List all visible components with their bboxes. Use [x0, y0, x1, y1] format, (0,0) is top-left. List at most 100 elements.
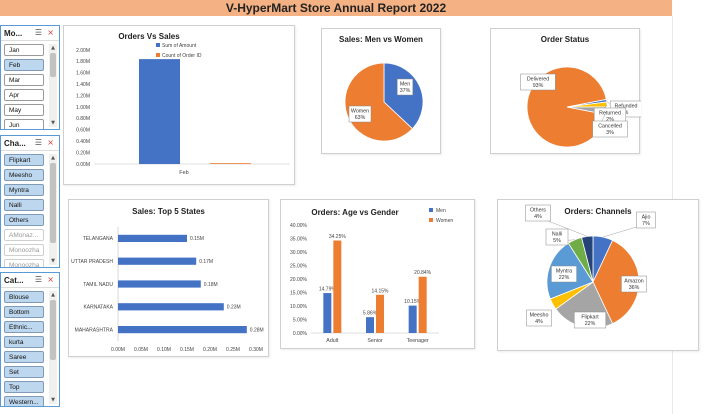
slicer-item-apr[interactable]: Apr — [4, 89, 44, 101]
bar-women-adult[interactable] — [333, 240, 342, 333]
slicer-item-meesho[interactable]: Meesho — [4, 169, 44, 181]
slicer-item-list: Blouse Bottom Ethnic... kurta Saree Set Top Wes… — [4, 291, 44, 406]
pie-label-delivered: 93% — [533, 83, 544, 89]
multi-select-icon[interactable]: ☰ — [34, 275, 42, 284]
bar-count-of-order-id[interactable] — [210, 163, 251, 164]
legend-label: Men — [436, 208, 446, 214]
clear-filter-icon[interactable]: ⨯ — [47, 28, 54, 37]
y-tick-label: 0.40M — [76, 139, 90, 145]
scroll-thumb[interactable] — [50, 163, 56, 243]
slicer-item-kurta[interactable]: kurta — [4, 336, 44, 348]
age-vs-gender-chart[interactable]: Orders: Age vs Gender 0.00% 5.00% 10.00% 15… — [280, 199, 475, 349]
pie-label-cancelled: 3% — [606, 130, 614, 136]
y-tick-label: 0.00% — [293, 331, 308, 337]
month-slicer[interactable]: Mo... ☰ ⨯ Jan Feb Mar Apr May Jun ▲ ▼ — [0, 25, 60, 130]
slicer-item-feb[interactable]: Feb — [4, 59, 44, 71]
channels-plot: Ajio7%Amazon36%Flipkart22%Meesho4%Myntra… — [525, 204, 656, 329]
pie-label-myntra: Myntra — [556, 268, 572, 274]
slicer-item-jan[interactable]: Jan — [4, 44, 44, 56]
scroll-down-icon[interactable]: ▼ — [51, 258, 55, 264]
slicer-item-may[interactable]: May — [4, 104, 44, 116]
pie-label-nalli-box — [545, 228, 569, 246]
x-tick-label: 0.25M — [226, 347, 240, 353]
legend-label: Count of Order ID — [162, 53, 202, 59]
slicer-item-flipkart[interactable]: Flipkart — [4, 154, 44, 166]
bar-state-telangana[interactable] — [118, 234, 187, 242]
channel-slicer[interactable]: Cha... ☰ ⨯ Flipkart Meesho Myntra Nalli Others A… — [0, 135, 60, 268]
clear-filter-icon[interactable]: ⨯ — [47, 275, 54, 284]
slicer-item-monoozha[interactable]: Monoozha — [4, 244, 44, 256]
multi-select-icon[interactable]: ☰ — [34, 138, 42, 147]
slicer-header: Cha... ☰ ⨯ — [1, 136, 59, 151]
chart-title: Sales: Top 5 States — [132, 207, 205, 216]
y-tick-label: 1.20M — [76, 93, 90, 99]
slicer-item-top[interactable]: Top — [4, 381, 44, 393]
slicer-item-monoozha[interactable]: Monoozha — [4, 259, 44, 267]
bar-state-uttar-pradesh[interactable] — [118, 257, 197, 265]
bar-men-adult[interactable] — [323, 293, 332, 333]
category-slicer[interactable]: Cat... ☰ ⨯ Blouse Bottom Ethnic... kurta Saree S… — [0, 272, 60, 407]
x-tick-label: 0.10M — [157, 347, 171, 353]
x-tick-label: 0.20M — [203, 347, 217, 353]
pie-slice-others[interactable] — [581, 235, 594, 283]
slicer-item-others[interactable]: Others — [4, 214, 44, 226]
bar-sum-of-amount[interactable] — [139, 59, 180, 165]
top5-states-chart[interactable]: Sales: Top 5 States TELANGANA 0.15M UTTAR … — [68, 199, 269, 357]
slicer-scrollbar[interactable]: ▲ ▼ — [49, 154, 57, 265]
slicer-item-jun[interactable]: Jun — [4, 119, 44, 129]
x-category-label: Adult — [326, 338, 339, 344]
scroll-up-icon[interactable]: ▲ — [51, 45, 55, 51]
pie-label-women: Women — [351, 108, 369, 114]
scroll-down-icon[interactable]: ▼ — [51, 397, 55, 403]
pie-slice-men[interactable] — [383, 62, 424, 130]
sales-men-women-chart[interactable]: Sales: Men vs Women Men 37% Women 63% — [321, 28, 441, 154]
pie-label-amazon: 36% — [629, 285, 640, 291]
legend-swatch — [429, 208, 433, 212]
pie-label-meesho: 4% — [535, 319, 543, 325]
scroll-thumb[interactable] — [50, 53, 56, 77]
top5-states-plot: TELANGANA 0.15M UTTAR PRADESH 0.17M TAMIL NA… — [71, 227, 264, 353]
channels-chart[interactable]: Orders: Channels Ajio 7% Amazon 36% Flipkart… — [497, 199, 699, 351]
scroll-thumb[interactable] — [50, 300, 56, 360]
slicer-item-saree[interactable]: Saree — [4, 351, 44, 363]
multi-select-icon[interactable]: ☰ — [34, 28, 42, 37]
y-tick-label: 1.40M — [76, 82, 90, 88]
bar-women-senior[interactable] — [376, 294, 384, 333]
bar-state-karnataka[interactable] — [118, 303, 224, 311]
slicer-scrollbar[interactable]: ▲ ▼ — [49, 44, 57, 127]
slicer-item-myntra[interactable]: Myntra — [4, 184, 44, 196]
pie-label-delivered-box — [520, 73, 556, 91]
pie-label-others: 4% — [534, 214, 542, 220]
slicer-item-western[interactable]: Western... — [4, 396, 44, 406]
bar-men-teenager[interactable] — [408, 305, 417, 333]
slicer-item-nalli[interactable]: Nalli — [4, 199, 44, 211]
slicer-item-mar[interactable]: Mar — [4, 74, 44, 86]
scroll-down-icon[interactable]: ▼ — [51, 120, 55, 126]
x-category-label: Senior — [367, 338, 383, 344]
bar-value-label: 34.25% — [329, 234, 347, 240]
y-tick-label: 0.60M — [76, 128, 90, 134]
clear-filter-icon[interactable]: ⨯ — [47, 138, 54, 147]
scroll-up-icon[interactable]: ▲ — [51, 155, 55, 161]
pie-label-nalli: 5% — [553, 238, 561, 244]
bar-state-tamil-nadu[interactable] — [118, 280, 201, 288]
bar-value-label: 10.15% — [404, 299, 422, 305]
bar-women-teenager[interactable] — [418, 276, 427, 333]
slicer-scrollbar[interactable]: ▲ ▼ — [49, 291, 57, 404]
y-tick-label: 0.80M — [76, 116, 90, 122]
bar-value-label: 14.15% — [372, 288, 390, 294]
bar-men-senior[interactable] — [366, 317, 374, 333]
slicer-item-ethnic[interactable]: Ethnic... — [4, 321, 44, 333]
orders-vs-sales-chart[interactable]: Orders Vs Sales 0.00M 0.20M 0.40M 0.60M 0.80… — [63, 25, 295, 185]
slicer-item-bottom[interactable]: Bottom — [4, 306, 44, 318]
slicer-item-blouse[interactable]: Blouse — [4, 291, 44, 303]
legend-swatch — [156, 53, 160, 57]
scroll-up-icon[interactable]: ▲ — [51, 292, 55, 298]
pie-label-men: Men — [400, 81, 410, 87]
slicer-item-set[interactable]: Set — [4, 366, 44, 378]
bar-state-maharashtra[interactable] — [118, 326, 247, 334]
x-category-label: Feb — [179, 170, 188, 176]
slicer-item-amonaz[interactable]: AMonaz... — [4, 229, 44, 241]
